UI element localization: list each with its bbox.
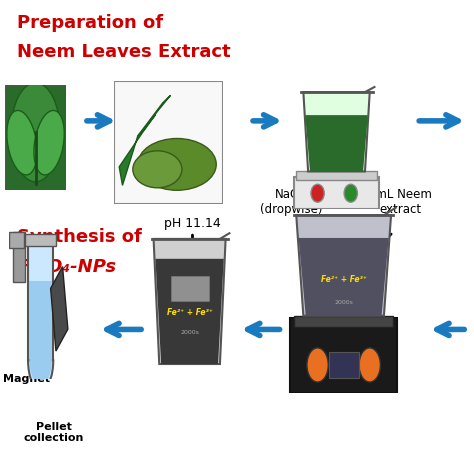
Polygon shape [303,92,370,172]
Ellipse shape [133,151,182,188]
Text: 2000s: 2000s [334,300,353,305]
Ellipse shape [11,83,60,182]
Text: Preparation of: Preparation of [17,14,163,32]
Polygon shape [155,259,224,364]
Polygon shape [154,239,226,364]
Text: Synthesis of: Synthesis of [17,228,142,246]
Text: Fe²⁺ + Fe³⁺: Fe²⁺ + Fe³⁺ [321,275,366,284]
Polygon shape [51,266,68,351]
Text: 2000s: 2000s [180,330,199,335]
Bar [9,232,24,248]
Circle shape [311,184,324,202]
Text: pH 11.14: pH 11.14 [164,217,221,230]
Bar [294,316,393,327]
Text: Fe²⁺ + Fe³⁺: Fe²⁺ + Fe³⁺ [167,309,212,317]
Polygon shape [299,238,389,316]
Text: 5mL Neem
extract: 5mL Neem extract [368,188,432,216]
Bar [294,177,379,209]
Bar [296,172,377,181]
Bar [28,243,53,360]
Ellipse shape [7,110,37,175]
Text: Pellet
collection: Pellet collection [24,422,84,444]
Text: Fe₃O₄-NPs: Fe₃O₄-NPs [17,258,117,276]
Bar [26,234,56,246]
Bar [13,232,25,282]
Polygon shape [138,95,171,136]
Polygon shape [119,115,155,185]
Ellipse shape [138,138,216,190]
Bar [329,352,359,378]
Circle shape [359,348,380,382]
Circle shape [307,348,328,382]
Circle shape [344,184,357,202]
Wedge shape [29,359,52,385]
Ellipse shape [34,110,64,175]
Text: Neem Leaves Extract: Neem Leaves Extract [17,43,231,61]
Polygon shape [296,215,391,316]
Bar [171,276,209,301]
Wedge shape [28,360,53,390]
Text: NaOH
(dropwise): NaOH (dropwise) [260,188,323,216]
Text: Magnet: Magnet [3,374,50,384]
Bar [29,281,52,359]
Bar [290,318,397,393]
Polygon shape [305,115,368,172]
